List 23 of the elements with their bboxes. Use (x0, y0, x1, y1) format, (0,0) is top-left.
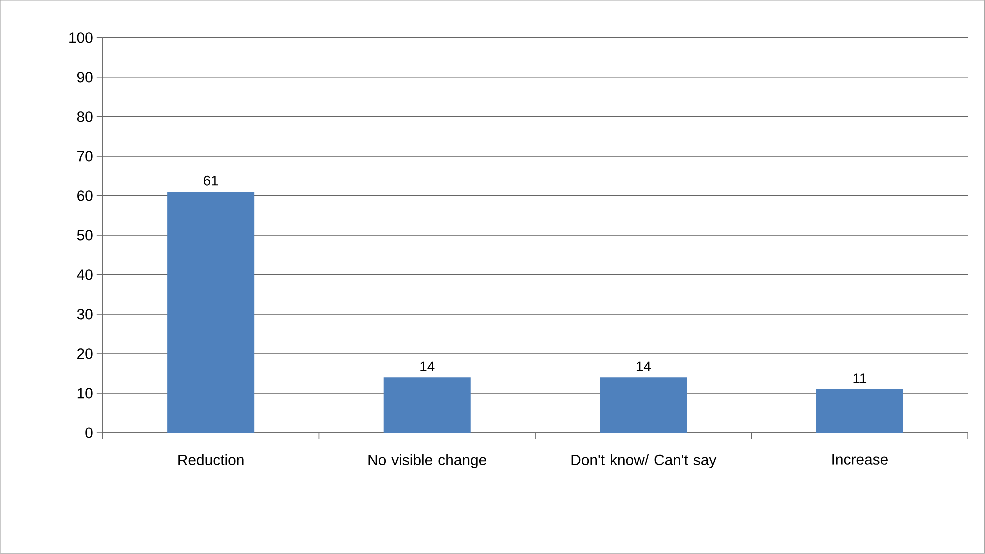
bar (168, 192, 255, 434)
y-tick-label: 30 (77, 309, 93, 320)
y-tick-label: 80 (77, 112, 93, 122)
y-tick-label: 0 (86, 428, 93, 438)
data-label: 14 (636, 362, 652, 372)
x-tick-label: Reduction (178, 454, 244, 466)
y-tick-label: 60 (78, 190, 93, 202)
x-tick-label: Increase (832, 454, 888, 465)
data-label: 14 (420, 362, 435, 372)
y-tick-label: 40 (77, 270, 93, 280)
bar (816, 390, 904, 434)
data-label: 11 (854, 374, 867, 384)
data-label: 61 (204, 176, 218, 186)
bar (384, 378, 471, 434)
y-tick-label: 90 (77, 72, 93, 83)
y-tick-label: 20 (78, 348, 93, 360)
x-tick-label: Don't know/ Can't say (572, 454, 717, 468)
x-tick-label: No visible change (368, 454, 486, 468)
y-tick-label: 70 (78, 151, 93, 162)
y-tick-label: 10 (78, 388, 93, 399)
bar (600, 378, 688, 434)
y-tick-label: 50 (77, 230, 93, 241)
y-tick-label: 100 (70, 32, 93, 44)
